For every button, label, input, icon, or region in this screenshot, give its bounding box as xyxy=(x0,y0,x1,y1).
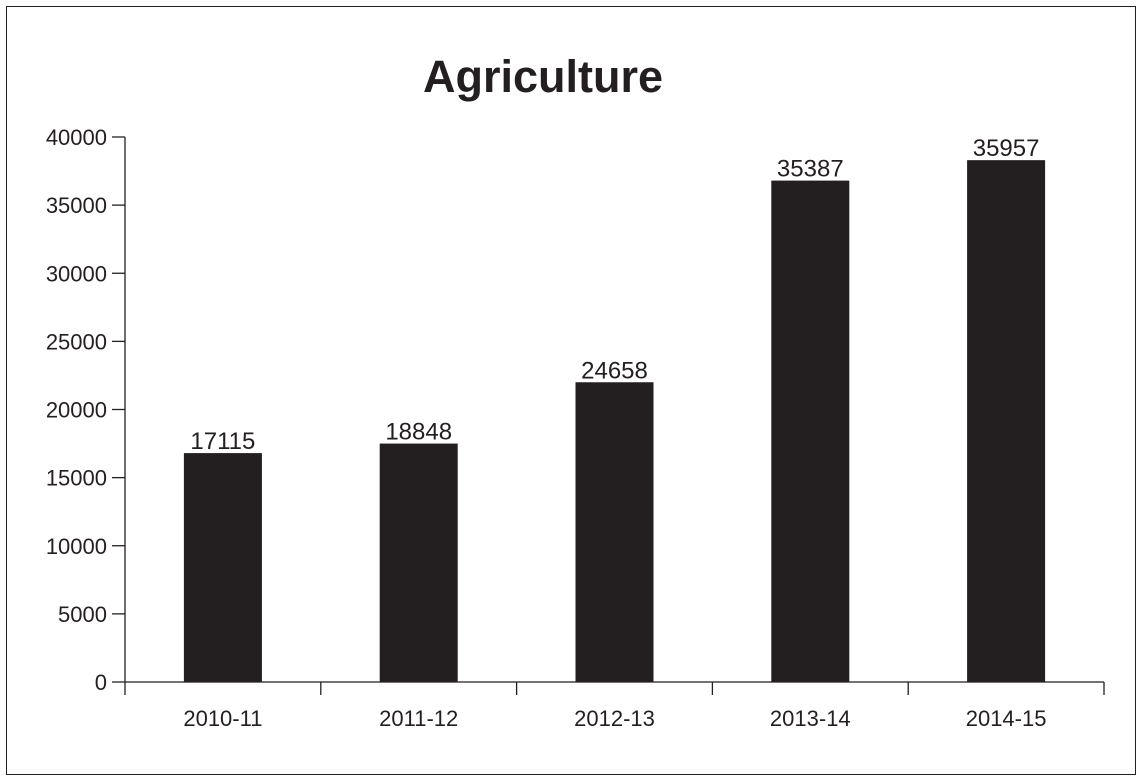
bar xyxy=(967,160,1046,683)
bars xyxy=(183,160,1046,683)
data-label: 35957 xyxy=(973,135,1040,162)
y-tick-label: 25000 xyxy=(46,329,107,354)
x-tick-label: 2012-13 xyxy=(574,706,655,731)
y-tick-label: 15000 xyxy=(46,466,107,491)
x-tick-label: 2013-14 xyxy=(770,706,851,731)
x-tick-label: 2010-11 xyxy=(183,706,262,731)
x-tick-label: 2014-15 xyxy=(966,706,1047,731)
data-labels: 17115 18848 24658 35387 35957 xyxy=(190,135,1039,455)
y-tick-label: 0 xyxy=(95,670,107,695)
bar xyxy=(379,443,458,682)
y-tick-label: 35000 xyxy=(46,193,107,218)
x-tick-labels: 2010-11 2011-12 2012-13 2013-14 2014-15 xyxy=(183,706,1046,731)
y-tick-labels: 0 5000 10000 15000 20000 25000 30000 35000 40000 xyxy=(46,125,107,695)
y-tick-label: 10000 xyxy=(46,534,107,559)
data-label: 35387 xyxy=(777,156,844,183)
data-label: 18848 xyxy=(385,419,452,446)
data-label: 24658 xyxy=(581,357,648,384)
bar xyxy=(771,180,850,682)
y-tick-label: 20000 xyxy=(46,398,107,423)
y-tick-label: 5000 xyxy=(58,602,107,627)
x-tick-label: 2011-12 xyxy=(379,706,458,731)
bar xyxy=(183,453,262,682)
chart-title: Agriculture xyxy=(423,51,663,102)
y-tick-label: 30000 xyxy=(46,261,107,286)
bar xyxy=(575,382,654,682)
y-tick-label: 40000 xyxy=(46,125,107,150)
data-label: 17115 xyxy=(190,428,255,455)
